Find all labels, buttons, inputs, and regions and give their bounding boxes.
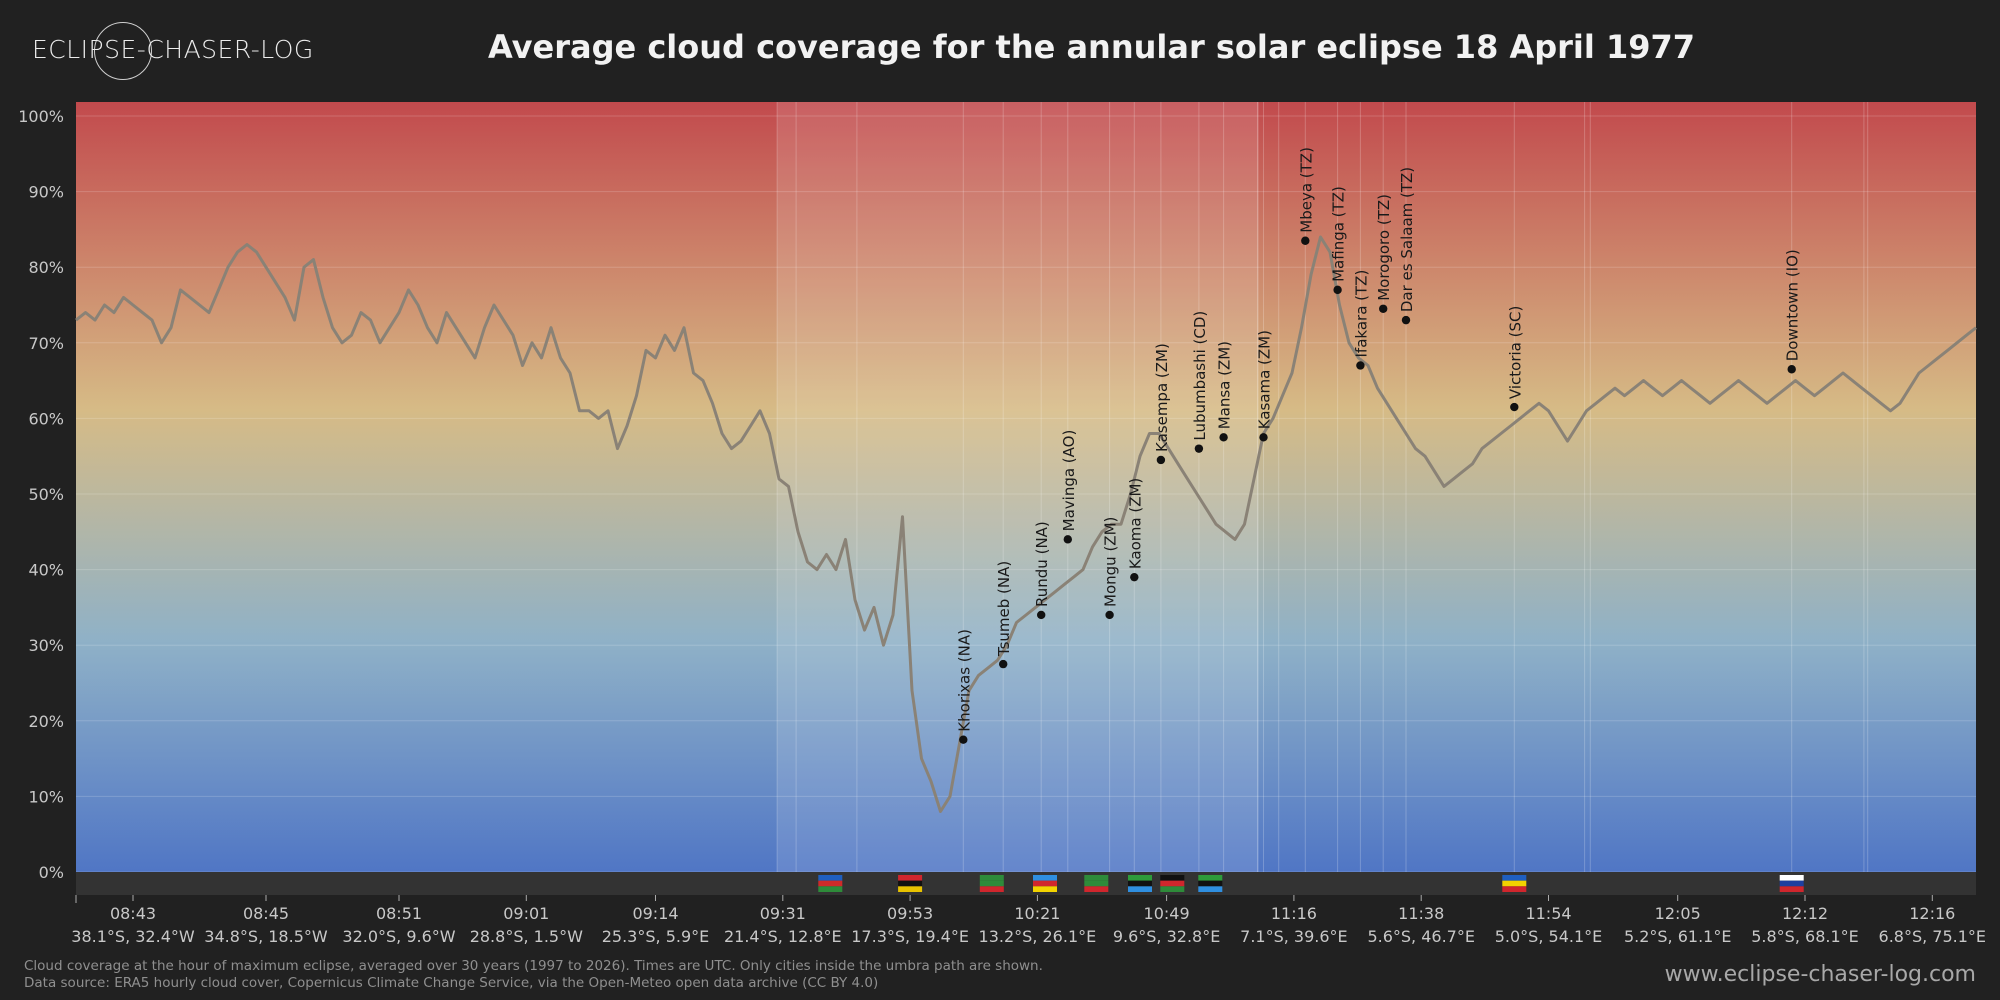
city-label: Khorixas (NA): [955, 629, 973, 732]
flag-na-icon: [818, 875, 843, 892]
x-tick-coord: 6.8°S, 75.1°E: [1879, 927, 1987, 946]
logo-text: ECLIPSE-CHASER-LOG: [32, 35, 314, 64]
logo-circle-icon: [94, 22, 152, 80]
x-tick-coord: 34.8°S, 18.5°W: [204, 927, 328, 946]
x-tick-time: 10:49: [1144, 904, 1190, 923]
city-marker: [1333, 285, 1342, 295]
city-label: Kasempa (ZM): [1153, 343, 1171, 452]
y-tick-label: 0%: [39, 863, 64, 882]
city-label: Dar es Salaam (TZ): [1398, 167, 1416, 312]
city-label: Kaoma (ZM): [1126, 478, 1144, 569]
footnote-line-2: Data source: ERA5 hourly cloud cover, Co…: [24, 975, 879, 991]
x-tick-coord: 5.8°S, 68.1°E: [1751, 927, 1859, 946]
city-label: Mongu (ZM): [1102, 517, 1120, 607]
flag-tz-icon: [1128, 875, 1152, 892]
x-tick-coord: 5.0°S, 54.1°E: [1495, 927, 1603, 946]
footnote: Cloud coverage at the hour of maximum ec…: [24, 958, 1043, 992]
x-tick-time: 09:01: [503, 904, 549, 923]
x-tick-time: 12:12: [1782, 904, 1828, 923]
x-tick-time: 12:05: [1655, 904, 1701, 923]
city-marker: [1105, 610, 1114, 620]
flag-zm-icon: [1084, 875, 1109, 892]
city-label: Morogoro (TZ): [1375, 194, 1393, 301]
city-marker: [1130, 572, 1139, 582]
flag-mw-icon: [1160, 875, 1185, 892]
city-label: Kasama (ZM): [1256, 330, 1274, 429]
city-label: Lubumbashi (CD): [1191, 311, 1209, 441]
city-label: Rundu (NA): [1033, 521, 1051, 607]
flag-sc-icon: [1502, 875, 1527, 892]
x-tick-coord: 5.2°S, 61.1°E: [1624, 927, 1732, 946]
city-marker: [999, 659, 1008, 669]
x-tick-time: 11:16: [1271, 904, 1317, 923]
x-tick-coord: 7.1°S, 39.6°E: [1240, 927, 1348, 946]
flag-zm-icon: [979, 875, 1004, 892]
flag-cd-icon: [1033, 875, 1057, 892]
x-tick-coord: 17.3°S, 19.4°E: [851, 927, 969, 946]
y-tick-label: 80%: [28, 258, 64, 277]
flag-strip: [76, 872, 1976, 895]
city-marker: [1787, 365, 1796, 374]
city-marker: [1259, 433, 1268, 442]
x-tick-time: 09:31: [760, 904, 806, 923]
x-tick-time: 08:45: [243, 904, 289, 923]
flag-ao-icon: [898, 875, 923, 892]
flag-tz-icon: [1198, 875, 1223, 892]
x-tick-coord: 25.3°S, 5.9°E: [602, 927, 710, 946]
city-marker: [1194, 444, 1204, 453]
x-tick-coord: 5.6°S, 46.7°E: [1367, 927, 1475, 946]
x-tick-time: 12:16: [1909, 904, 1955, 923]
flag-io-icon: [1779, 875, 1804, 892]
city-label: Downtown (IO): [1784, 249, 1802, 361]
x-tick-time: 11:38: [1398, 904, 1444, 923]
city-marker: [1301, 236, 1310, 245]
x-tick-coord: 9.6°S, 32.8°E: [1113, 927, 1221, 946]
city-marker: [1510, 402, 1519, 412]
x-tick-coord: 38.1°S, 32.4°W: [71, 927, 195, 946]
y-tick-label: 10%: [28, 787, 64, 806]
y-tick-label: 60%: [28, 409, 64, 428]
city-label: Mavinga (AO): [1060, 430, 1078, 532]
y-tick-label: 30%: [28, 636, 64, 655]
x-tick-time: 08:43: [110, 904, 156, 923]
city-label: Tsumeb (NA): [995, 561, 1013, 657]
x-tick-time: 11:54: [1525, 904, 1571, 923]
city-marker: [1379, 304, 1388, 313]
x-tick-time: 10:21: [1014, 904, 1060, 923]
city-marker: [1356, 361, 1365, 370]
x-tick-coord: 32.0°S, 9.6°W: [342, 927, 455, 946]
y-tick-label: 100%: [18, 107, 64, 126]
x-tick-coord: 28.8°S, 1.5°W: [470, 927, 583, 946]
city-marker: [1219, 433, 1228, 442]
x-tick-time: 09:14: [632, 904, 678, 923]
city-label: Mafinga (TZ): [1330, 186, 1348, 282]
y-tick-label: 50%: [28, 485, 64, 504]
umbra-band: [777, 102, 1258, 895]
plot-background: [76, 102, 1976, 872]
city-label: Victoria (SC): [1506, 306, 1524, 399]
city-label: Ifakara (TZ): [1352, 270, 1370, 358]
city-marker: [1063, 535, 1073, 544]
footnote-line-1: Cloud coverage at the hour of maximum ec…: [24, 958, 1043, 974]
city-label: Mansa (ZM): [1216, 341, 1234, 429]
x-tick-time: 08:51: [376, 904, 422, 923]
chart-title: Average cloud coverage for the annular s…: [488, 28, 1696, 66]
y-tick-label: 90%: [28, 183, 64, 202]
x-tick-coord: 13.2°S, 26.1°E: [979, 927, 1097, 946]
cloud-coverage-line: [75, 235, 1977, 813]
site-logo: ECLIPSE-CHASER-LOG: [32, 22, 332, 80]
city-label: Mbeya (TZ): [1297, 147, 1315, 233]
y-tick-label: 20%: [28, 712, 64, 731]
site-url-link[interactable]: www.eclipse-chaser-log.com: [1664, 962, 1976, 987]
x-tick-coord: 21.4°S, 12.8°E: [724, 927, 842, 946]
city-marker: [1037, 610, 1046, 620]
city-marker: [1156, 455, 1166, 465]
y-tick-label: 70%: [28, 334, 64, 353]
x-tick-time: 09:53: [887, 904, 933, 923]
y-tick-label: 40%: [28, 561, 64, 580]
city-marker: [959, 735, 968, 744]
city-marker: [1401, 315, 1411, 325]
